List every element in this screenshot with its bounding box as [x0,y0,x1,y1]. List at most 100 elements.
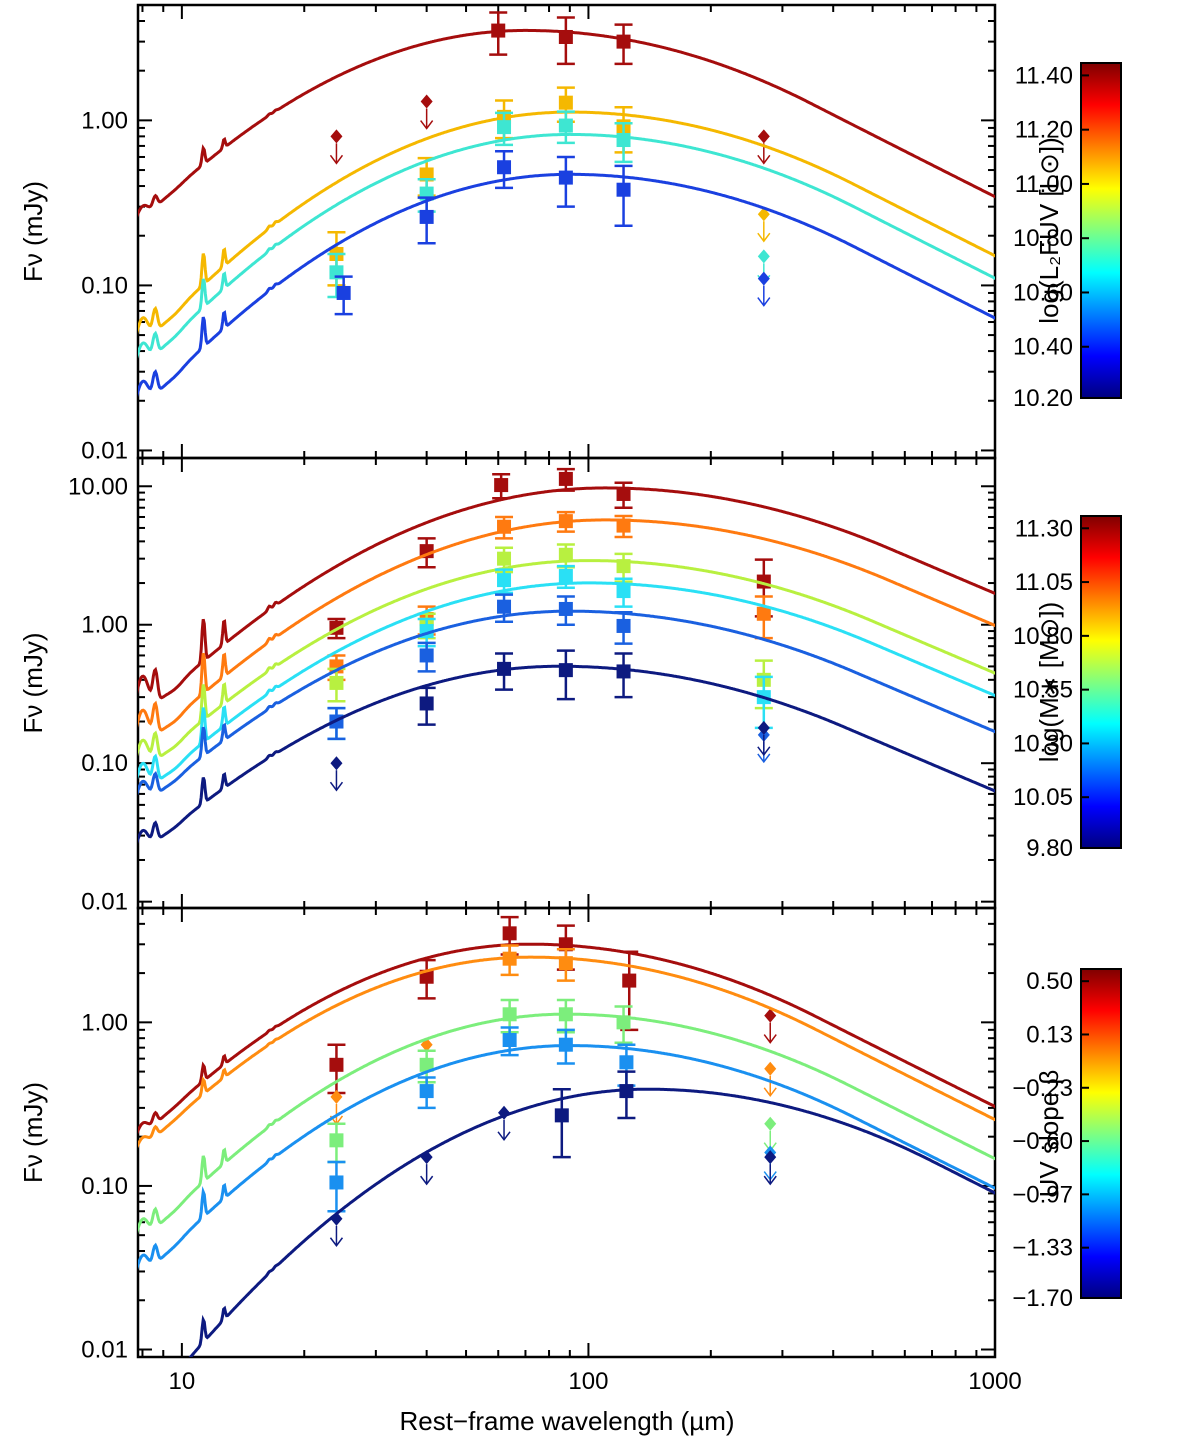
panel-1: 0.01 0.10 1.00 Fν (mJy) [18,3,997,464]
sed-line [138,664,995,844]
upper-limit-arrow [420,120,434,130]
colorbar-tick-label: 11.30 [1015,515,1073,542]
upper-limit-arrow [763,1034,777,1044]
upper-limit-marker [764,1061,777,1076]
colorbar-tick-label: 10.40 [1013,334,1073,361]
data-point [558,29,573,44]
data-point [419,696,434,711]
y-tick-label: 0.10 [81,272,128,299]
upper-limit-marker [757,720,770,735]
data-point [336,285,351,300]
data-point [558,568,573,583]
y-tick-label: 0.01 [81,1337,128,1364]
upper-limit-marker [330,129,343,144]
colorbar-tick-label: 11.20 [1015,117,1073,144]
data-point [616,584,631,599]
upper-limit-arrow [757,746,771,757]
x-tick-label: 100 [568,1368,608,1395]
colorbar-title: UV slope β [1034,1070,1064,1198]
upper-limit-marker [764,1008,777,1023]
y-axis-title: Fν (mJy) [18,181,48,282]
data-point [329,1057,344,1072]
data-point [419,209,434,224]
data-point [616,618,631,633]
data-point [558,547,573,562]
data-point [497,661,512,676]
colorbar-tick-label: −0.23 [1012,1075,1073,1102]
panel-2: 0.01 0.10 1.00 10.00 Fν (mJy) [18,456,997,916]
colorbar-tick-label: −0.60 [1012,1128,1073,1155]
upper-limit-arrow [757,232,771,243]
data-point [502,1007,517,1022]
colorbar-2: 11.30 11.05 10.80 10.55 10.30 10.05 9.80 log(M∗… [1013,515,1122,862]
upper-limit-marker [764,1150,777,1165]
x-tick-label: 10 [169,1368,196,1395]
data-point [558,118,573,133]
data-point [558,956,573,971]
data-point [329,1175,344,1190]
data-point [616,664,631,679]
colorbar-tick-label: 0.50 [1026,968,1073,995]
data-point [497,519,512,534]
colorbar-tick-label: 10.55 [1013,677,1073,704]
colorbar-title: log(L₂FUV [L⊙]) [1034,137,1064,323]
upper-limit-marker [757,249,770,264]
x-axis-title: Rest−frame wavelength (µm) [399,1406,734,1436]
upper-limit-arrow [329,781,344,792]
colorbar-tick-label: 9.80 [1026,835,1073,862]
colorbar-tick-label: 10.30 [1013,730,1073,757]
data-point [616,486,631,501]
data-point [619,1055,634,1070]
colorbar-tick-label: 11.40 [1015,62,1073,89]
data-point [497,160,512,175]
data-point [616,182,631,197]
x-tick-label: 1000 [968,1368,1021,1395]
data-point [502,926,517,941]
colorbar-tick-label: −0.97 [1012,1181,1073,1208]
upper-limit-marker [764,1116,777,1131]
y-axis-title: Fν (mJy) [18,1082,48,1183]
data-point [558,514,573,529]
colorbar-1: 11.40 11.20 11.00 10.80 10.60 10.40 10.20 log(L… [1013,62,1122,412]
upper-limit-arrow [329,154,344,165]
upper-limit-marker [420,1150,433,1165]
data-point [419,648,434,663]
y-axis-title: Fν (mJy) [18,632,48,733]
colorbar-tick-label: 11.00 [1015,171,1073,198]
colorbar-tick-label: 10.80 [1013,623,1073,650]
data-point [502,951,517,966]
y-tick-label: 1.00 [81,107,128,134]
data-point [558,1007,573,1022]
data-point [622,973,637,988]
y-tick-label: 1.00 [81,1009,128,1036]
upper-limit-marker [757,129,770,144]
colorbar-tick-label: 10.60 [1013,279,1073,306]
upper-limit-marker [330,1211,343,1226]
data-point [616,133,631,148]
data-point [497,599,512,614]
data-point [554,1108,569,1123]
data-point [497,120,512,135]
series-group [138,11,995,398]
sed-line [138,172,995,398]
upper-limit-marker [498,1105,511,1120]
data-point [616,34,631,49]
sed-line [138,955,995,1149]
upper-limit-arrow [763,1087,777,1098]
upper-limit-arrow [763,1175,777,1186]
colorbar-tick-label: 11.05 [1015,569,1073,596]
data-point [419,1057,434,1072]
upper-limit-marker [420,94,433,109]
upper-limit-marker [330,1089,343,1104]
data-point [616,559,631,574]
upper-limit-arrow [757,297,771,307]
y-tick-label: 0.01 [81,889,128,916]
upper-limit-marker [757,271,770,286]
plot-layer: 0.01 0.10 1.00 Fν (mJy) 11.40 11.20 11.00 10.80… [18,3,1122,1395]
colorbar-tick-label: 0.13 [1026,1021,1073,1048]
y-tick-label: 0.01 [81,437,128,464]
data-point [497,551,512,566]
colorbar-gradient [1080,968,1122,1299]
sed-line [138,1044,995,1270]
colorbar-title: log(M∗ [M⊙]) [1034,602,1064,763]
